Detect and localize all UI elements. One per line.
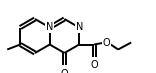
Text: N: N bbox=[76, 22, 83, 32]
Text: O: O bbox=[90, 61, 98, 71]
Text: O: O bbox=[102, 38, 110, 48]
Text: N: N bbox=[46, 22, 53, 32]
Text: O: O bbox=[61, 69, 68, 73]
